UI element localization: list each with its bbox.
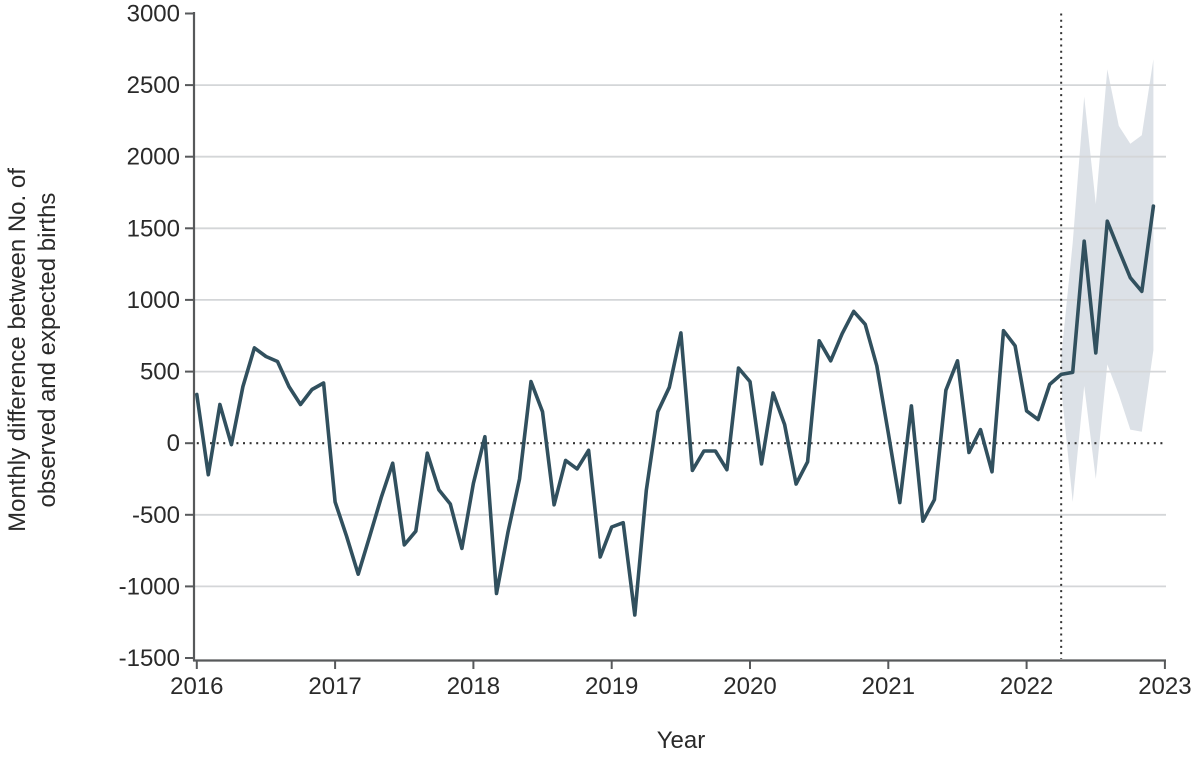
x-tick-label: 2022 — [1000, 673, 1053, 700]
x-tick-label: 2021 — [862, 673, 915, 700]
x-axis-label: Year — [657, 727, 706, 754]
y-tick-label: 500 — [140, 359, 180, 386]
reference-line-layer — [196, 13, 1165, 659]
y-tick-label: 2000 — [127, 144, 180, 171]
y-tick-label: -500 — [132, 502, 180, 529]
y-tick-label: -1000 — [119, 573, 180, 600]
series-line — [195, 204, 1156, 617]
x-tick-label: 2020 — [723, 673, 776, 700]
gridline-layer — [194, 84, 1166, 588]
axis-layer — [185, 12, 1166, 669]
ci-band — [1061, 59, 1154, 502]
y-axis-label-line1: Monthly difference between No. of — [4, 168, 31, 532]
x-tick-label: 2023 — [1138, 673, 1191, 700]
ci-band-layer — [1061, 59, 1154, 502]
y-axis-label-line2: observed and expected births — [34, 193, 61, 508]
x-tick-label: 2016 — [170, 673, 223, 700]
y-tick-label: 2500 — [127, 72, 180, 99]
y-tick-label: -1500 — [119, 645, 180, 672]
tick-label-layer: 300025002000150010005000-500-1000-150020… — [119, 1, 1192, 701]
y-tick-label: 1000 — [127, 287, 180, 314]
y-tick-label: 3000 — [127, 1, 180, 28]
series-layer — [195, 204, 1156, 617]
x-tick-label: 2017 — [308, 673, 361, 700]
x-tick-label: 2019 — [585, 673, 638, 700]
x-tick-label: 2018 — [447, 673, 500, 700]
y-tick-label: 1500 — [127, 215, 180, 242]
y-tick-label: 0 — [167, 430, 180, 457]
